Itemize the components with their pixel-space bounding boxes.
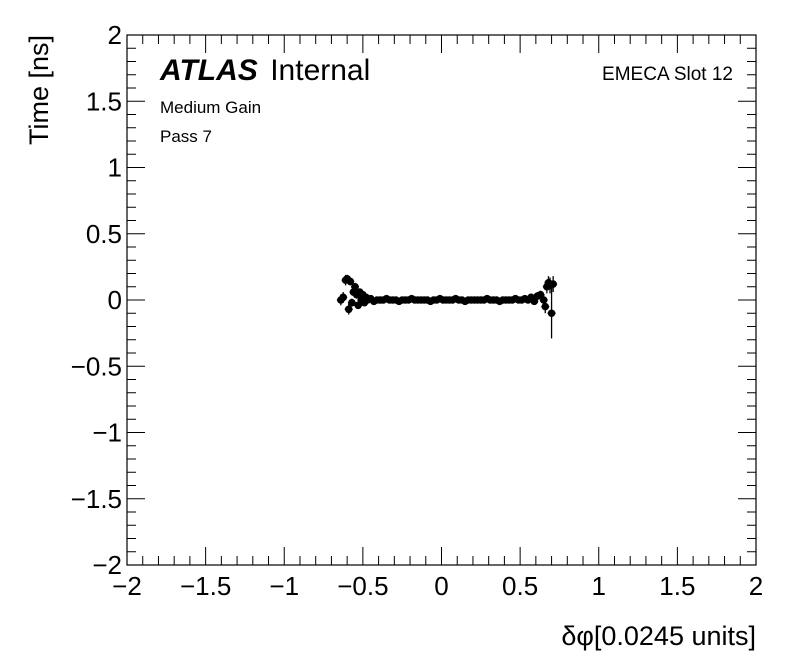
x-tick-label: 0.5 <box>502 571 538 601</box>
y-axis-title: Time [ns] <box>24 35 54 145</box>
x-tick-label: −1 <box>269 571 299 601</box>
pass-label: Pass 7 <box>160 127 212 146</box>
x-tick-labels: −2 −1.5 −1 −0.5 0 0.5 1 1.5 2 <box>112 571 763 601</box>
y-tick-label: 2 <box>108 20 122 50</box>
axis-ticks <box>126 34 757 566</box>
data-point <box>344 305 353 314</box>
data-point <box>549 280 557 288</box>
data-point <box>348 298 356 307</box>
x-tick-label: 0 <box>434 571 448 601</box>
x-tick-label: 1.5 <box>659 571 695 601</box>
x-tick-label: 2 <box>749 571 763 601</box>
x-tick-label: 1 <box>592 571 606 601</box>
x-tick-label: −1.5 <box>180 571 231 601</box>
data-point <box>541 302 550 311</box>
y-tick-label: 1.5 <box>86 86 122 116</box>
data-points <box>336 274 558 339</box>
atlas-label: ATLAS Internal <box>159 54 370 87</box>
x-tick-label: −0.5 <box>337 571 388 601</box>
y-tick-label: 0.5 <box>86 219 122 249</box>
gain-label: Medium Gain <box>160 98 261 117</box>
y-tick-label: −0.5 <box>71 351 122 381</box>
y-tick-label: 1 <box>108 153 122 183</box>
slot-label: EMECA Slot 12 <box>602 64 733 85</box>
y-tick-labels: −2 −1.5 −1 −0.5 0 0.5 1 1.5 2 <box>71 20 122 580</box>
x-axis-title: δφ[0.0245 units] <box>561 621 756 651</box>
y-tick-label: −1 <box>92 418 122 448</box>
atlas-internal-text: Internal <box>270 54 370 87</box>
y-tick-label: −2 <box>92 550 122 580</box>
data-point <box>547 309 556 318</box>
x-tick-label: −2 <box>112 571 142 601</box>
data-point <box>339 293 348 302</box>
data-point <box>346 277 355 286</box>
atlas-bold-text: ATLAS <box>159 54 258 87</box>
y-tick-label: 0 <box>108 285 122 315</box>
data-point <box>539 296 548 304</box>
data-point <box>351 282 359 291</box>
y-tick-label: −1.5 <box>71 484 122 514</box>
